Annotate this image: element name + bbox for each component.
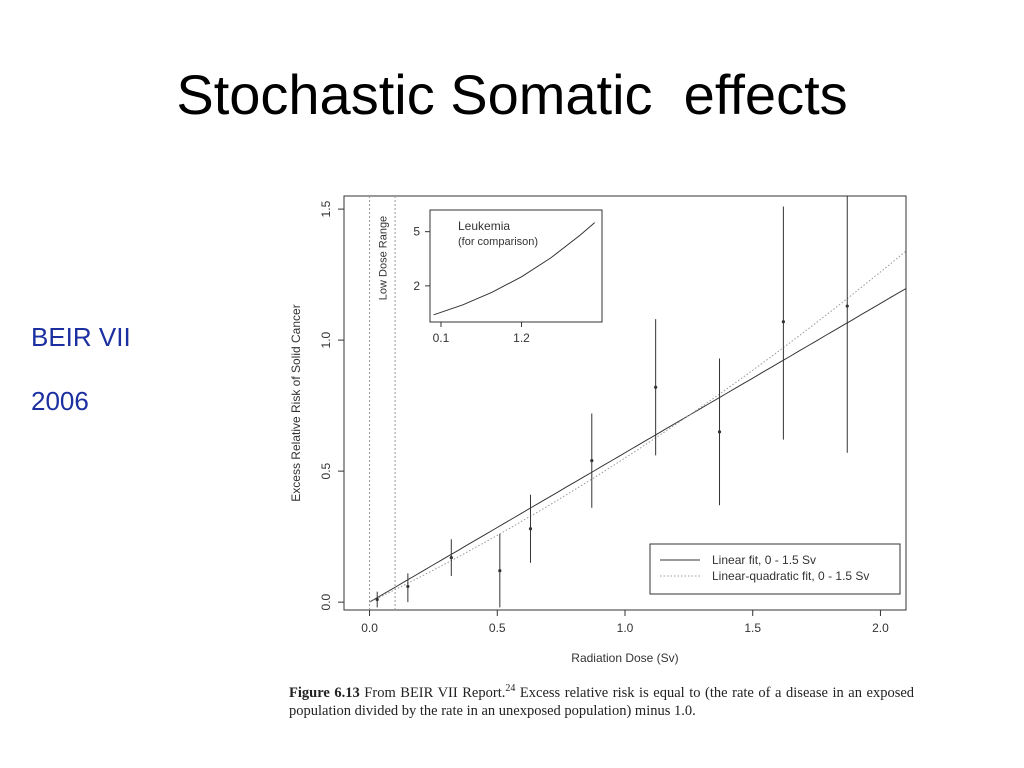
dose-response-chart: 0.0 0.5 1.0 1.5 2.0 0.0 0.5 1.0 1.5 Radiation Dos…: [289, 195, 907, 665]
data-point: [375, 597, 379, 602]
inset-frame: [429, 209, 603, 323]
y-tick-label: 1.0: [319, 331, 333, 348]
data-point: [654, 385, 658, 389]
report-year-label: 2006: [31, 386, 89, 416]
inset-x-tick-label: 0.1: [433, 331, 450, 345]
x-tick-label: 2.0: [872, 621, 889, 635]
data-point: [449, 555, 453, 560]
inset-y-tick-label: 5: [413, 225, 420, 239]
inset-x-tick-label: 1.2: [513, 331, 530, 345]
data-point: [781, 320, 785, 324]
chart-root: 0.0 0.5 1.0 1.5 2.0 0.0 0.5 1.0 1.5 Radiation Dos…: [289, 195, 907, 665]
report-name-label: BEIR VII: [31, 322, 131, 352]
linear-quadratic-fit-line: [369, 250, 906, 603]
leukemia-curve: [433, 222, 596, 316]
inset-y-tick-label: 2: [413, 279, 420, 293]
data-point: [717, 430, 722, 434]
y-tick-label: 0.5: [319, 462, 333, 479]
caption-reference: 24: [505, 683, 516, 694]
legend-box: [649, 543, 901, 595]
linear-fit-line: [369, 288, 906, 603]
y-tick-label: 1.5: [319, 200, 333, 217]
figure-caption: Figure 6.13 From BEIR VII Report.24 Exce…: [289, 680, 914, 720]
data-point: [406, 584, 410, 589]
y-tick-label: 0.0: [319, 593, 333, 610]
x-tick-label: 1.0: [617, 621, 634, 635]
data-point: [498, 569, 502, 573]
caption-figure-label: Figure 6.13: [289, 684, 360, 701]
legend-label: Linear-quadratic fit, 0 - 1.5 Sv: [712, 569, 869, 583]
data-point: [590, 459, 594, 463]
x-tick-label: 1.5: [744, 621, 761, 635]
slide-title: Stochastic Somatic effects: [176, 63, 848, 126]
legend-label: Linear fit, 0 - 1.5 Sv: [712, 553, 816, 567]
inset-subtitle: (for comparison): [458, 236, 538, 248]
x-tick-label: 0.0: [361, 621, 378, 635]
low-dose-range-label: Low Dose Range: [377, 216, 389, 300]
caption-text: Excess relative risk is equal to (the ra…: [289, 684, 915, 719]
data-point: [845, 304, 849, 308]
x-tick-label: 0.5: [489, 621, 506, 635]
caption-source: From BEIR VII Report.: [364, 684, 506, 701]
inset-title: Leukemia: [458, 219, 510, 233]
x-axis-label: Radiation Dose (Sv): [571, 651, 678, 665]
data-point: [528, 527, 533, 531]
y-axis-label: Excess Relative Risk of Solid Cancer: [289, 304, 303, 501]
